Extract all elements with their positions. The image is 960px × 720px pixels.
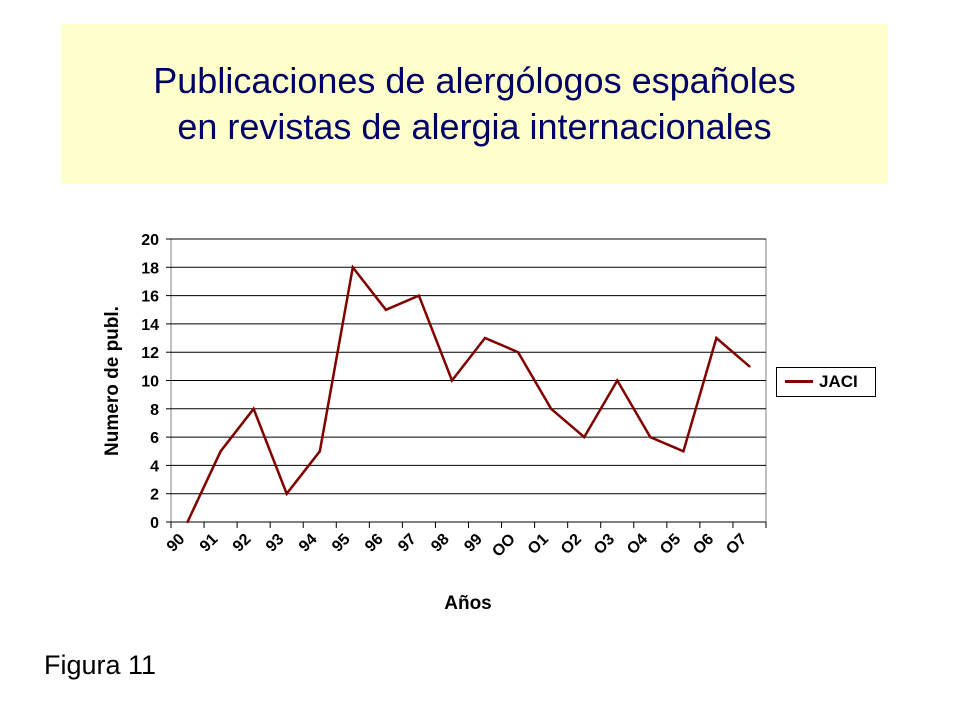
y-tick-label: 14: [141, 317, 159, 334]
data-point: [616, 379, 619, 382]
x-axis: 90 91 92 93 94 95 96 97 98 99 OO O1 O2 O3 O4 O5 O6 O7: [164, 521, 767, 561]
data-point: [186, 520, 189, 524]
y-tick-label: 20: [141, 232, 159, 249]
x-tick-label: O4: [624, 531, 651, 558]
x-tick-label: O5: [657, 531, 684, 558]
x-tick-label: 98: [428, 531, 453, 556]
grid-lines: [171, 238, 766, 495]
y-tick-label: 10: [141, 374, 159, 391]
x-tick-label: O1: [525, 531, 552, 558]
data-point: [417, 294, 421, 297]
y-tick-label: 0: [150, 515, 159, 532]
data-point: [516, 351, 520, 354]
y-tick-label: 8: [150, 402, 159, 419]
data-point: [351, 266, 355, 269]
y-tick-label: 18: [141, 260, 159, 277]
slide-title-line-2: en revistas de alergia internacionales: [177, 106, 772, 147]
y-tick-label: 4: [150, 458, 159, 475]
data-point: [318, 450, 321, 453]
data-point: [450, 379, 454, 382]
x-tick-label: 93: [263, 531, 288, 556]
x-tick-label: 94: [296, 531, 321, 556]
x-tick-label: 95: [329, 531, 354, 556]
x-tick-label: 90: [164, 531, 189, 556]
y-axis-title: Numero de publ.: [102, 306, 123, 456]
legend-swatch-jaci: [785, 380, 813, 383]
y-tick-label: 12: [141, 345, 159, 362]
x-tick-label: 96: [362, 531, 387, 556]
x-tick-label: 91: [197, 531, 222, 556]
data-point: [682, 450, 685, 453]
series-layer: [186, 264, 751, 524]
x-tick-label: O3: [591, 531, 618, 558]
data-point: [252, 407, 255, 410]
data-point: [219, 450, 222, 453]
data-point: [748, 365, 751, 368]
legend-label-jaci: JACI: [819, 372, 858, 391]
data-point: [649, 435, 652, 439]
title-box: Publicaciones de alergólogos españoles e…: [61, 24, 888, 184]
y-tick-label: 16: [141, 289, 159, 306]
x-tick-label: 99: [461, 531, 486, 556]
x-tick-label: O2: [558, 531, 585, 558]
slide-title-line-1: Publicaciones de alergólogos españoles: [153, 60, 796, 101]
x-tick-label: 92: [230, 531, 255, 556]
data-point: [285, 492, 288, 495]
y-axis: 0 2 4 6 8 10 12 14 16 18 20: [141, 232, 171, 532]
data-point: [384, 308, 388, 311]
data-point: [582, 435, 586, 439]
y-tick-label: 6: [150, 430, 159, 447]
x-tick-label: OO: [489, 531, 519, 561]
data-point: [715, 336, 718, 340]
figure-label: Figura 11: [44, 650, 157, 680]
data-point: [483, 336, 487, 340]
x-tick-label: O6: [690, 531, 717, 558]
series-line-jaci: [186, 264, 751, 523]
chart-legend: JACI: [776, 367, 876, 397]
x-axis-title: Años: [444, 593, 492, 614]
x-tick-label: O7: [723, 531, 750, 558]
y-tick-label: 2: [150, 487, 159, 504]
x-tick-label: 97: [395, 531, 420, 556]
data-point: [549, 407, 553, 410]
